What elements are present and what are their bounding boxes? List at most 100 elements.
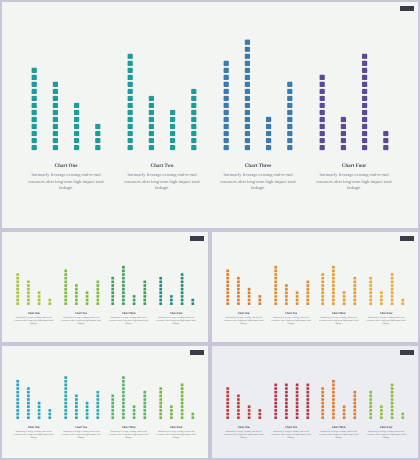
bar-square	[362, 137, 368, 144]
chart-description: Intrinsicly leverage existing end-to-end…	[271, 316, 311, 326]
bar-square	[379, 302, 383, 306]
bar-square	[226, 298, 230, 302]
bar-square	[122, 390, 125, 394]
bar-square	[148, 123, 154, 130]
chart-title: Chart Three	[244, 164, 272, 169]
bar-square	[122, 265, 125, 269]
bar-square	[63, 287, 67, 291]
bar-square	[180, 405, 183, 409]
chart-title: Chart Three	[331, 426, 346, 429]
chart-description: Intrinsicly leverage existing end-to-end…	[319, 430, 359, 440]
bar-square	[74, 130, 80, 137]
chart-3	[105, 364, 153, 420]
bar-square	[226, 273, 230, 276]
bar-square	[122, 405, 125, 409]
bar-square	[237, 401, 240, 405]
bar-square	[190, 298, 194, 302]
bar-square	[180, 416, 183, 420]
bar-square	[305, 284, 309, 287]
chart-1-caption: Chart One Intrinsicly leverage existing e…	[14, 426, 54, 441]
bar-square	[353, 276, 357, 280]
bar-square	[180, 398, 183, 401]
bar-square	[295, 295, 298, 298]
slide-thumbnail-green[interactable]: Chart One Intrinsicly leverage existing e…	[2, 232, 208, 342]
chart-description: Intrinsicly leverage existing end-to-end…	[156, 316, 196, 326]
bar-square	[319, 123, 325, 130]
bar-square	[273, 383, 277, 387]
chart-3-bar-1	[321, 387, 325, 420]
bar-square	[127, 67, 133, 73]
bar-square	[390, 390, 393, 394]
bar-square	[148, 95, 154, 102]
bar-square	[52, 88, 58, 95]
bar-square	[27, 295, 30, 298]
bar-square	[321, 295, 325, 298]
bar-square	[247, 298, 251, 302]
bar-square	[284, 416, 288, 420]
bar-square	[273, 387, 277, 390]
bar-square	[244, 67, 250, 73]
chart-1-svg	[31, 67, 101, 151]
bar-square	[143, 291, 147, 295]
chart-title: Chart Four	[169, 312, 183, 315]
chart-3-svg	[111, 265, 147, 306]
bar-square	[353, 401, 357, 405]
bar-square	[95, 298, 99, 302]
bar-square	[273, 291, 277, 295]
bar-square	[52, 130, 58, 137]
bar-square	[321, 276, 325, 280]
bar-square	[342, 405, 346, 409]
slide-main[interactable]: Chart One Intrinsicly leverage existing e…	[2, 2, 418, 228]
bar-square	[191, 88, 197, 95]
bar-square	[16, 298, 20, 302]
bar-square	[273, 280, 277, 284]
slide-tag	[400, 236, 414, 241]
bar-square	[95, 291, 99, 295]
bar-square	[340, 137, 346, 144]
bar-square	[295, 383, 298, 387]
chart-3-svg	[321, 265, 357, 306]
bar-square	[244, 116, 250, 123]
bar-square	[143, 390, 147, 394]
bar-square	[332, 269, 335, 273]
bar-square	[169, 416, 173, 420]
chart-1-bar-2	[27, 387, 30, 420]
bar-square	[158, 295, 162, 298]
bar-square	[52, 116, 58, 123]
bar-square	[111, 398, 115, 401]
bar-square	[305, 401, 309, 405]
bar-square	[37, 291, 41, 295]
chart-1	[18, 42, 114, 152]
chart-description: Intrinsicly leverage existing end-to-end…	[109, 430, 149, 440]
bar-square	[305, 387, 309, 390]
bar-square	[226, 387, 230, 390]
bar-square	[321, 298, 325, 302]
bar-square	[158, 298, 162, 302]
bar-square	[27, 298, 30, 302]
bar-square	[63, 379, 67, 383]
chart-4-bar-1	[368, 390, 372, 420]
bar-square	[332, 416, 335, 420]
bar-square	[85, 302, 88, 306]
chart-2-bar-3	[295, 291, 298, 306]
slide-thumbnail-mixed[interactable]: Chart One Intrinsicly leverage existing e…	[212, 346, 418, 458]
slide-thumbnail-orange[interactable]: Chart One Intrinsicly leverage existing e…	[212, 232, 418, 342]
bar-square	[63, 280, 67, 284]
bar-square	[332, 298, 335, 302]
bar-square	[226, 276, 230, 280]
chart-4-bar-2	[340, 116, 346, 151]
chart-title: Chart Three	[121, 426, 136, 429]
bar-square	[122, 412, 125, 416]
bar-square	[95, 409, 99, 412]
bar-square	[273, 394, 277, 398]
bar-square	[362, 95, 368, 102]
chart-2-caption: Chart Two Intrinsicly leverage existing e…	[271, 426, 311, 441]
bar-square	[273, 269, 277, 273]
bar-square	[266, 116, 272, 123]
bar-square	[284, 394, 288, 398]
slide-thumbnail-blue-green[interactable]: Chart One Intrinsicly leverage existing e…	[2, 346, 208, 458]
bar-square	[379, 295, 383, 298]
chart-4-bar-1	[158, 387, 162, 420]
bar-square	[353, 280, 357, 284]
chart-title: Chart Four	[379, 426, 393, 429]
